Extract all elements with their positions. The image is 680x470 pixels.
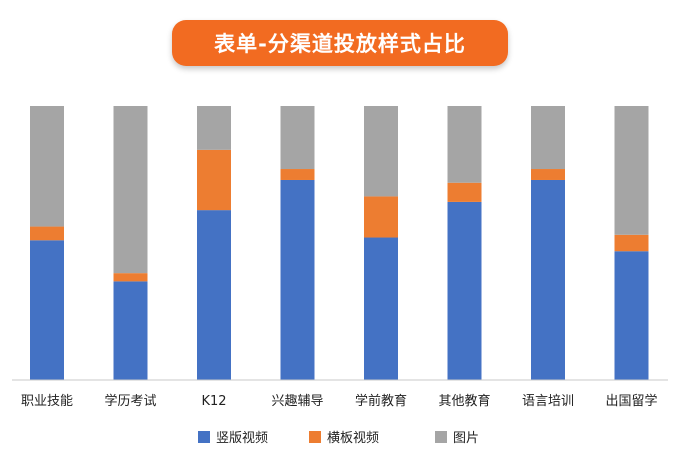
legend-label: 竖版视频 (216, 431, 268, 446)
legend-label: 横板视频 (327, 431, 379, 446)
bar-segment (280, 179, 315, 380)
legend-swatch (198, 431, 210, 443)
category-label: K12 (201, 394, 226, 409)
bar-segment (30, 226, 64, 241)
bar-segment (364, 106, 398, 197)
bar-segment (447, 201, 482, 380)
bar-segment (447, 106, 482, 183)
category-label: 兴趣辅导 (271, 394, 323, 409)
bar-segment (531, 179, 565, 380)
legend-label: 图片 (453, 431, 479, 446)
legend: 竖版视频 横板视频 图片 (198, 431, 479, 446)
bar-segment (280, 169, 315, 180)
bar-segment (30, 106, 64, 227)
bar-segment (531, 106, 565, 170)
bar-segment (364, 196, 398, 238)
chart-title: 表单-分渠道投放样式占比 (172, 20, 508, 66)
bar-segment (614, 106, 649, 235)
bar-segment (113, 273, 148, 282)
bar-segment (447, 182, 482, 202)
bar-segment (364, 237, 398, 380)
bar-group (30, 106, 649, 380)
category-label: 其他教育 (438, 393, 490, 409)
category-label: 学前教育 (355, 393, 407, 409)
bar-segment (197, 149, 231, 211)
legend-swatch (435, 431, 447, 443)
bar-segment (113, 106, 148, 274)
category-label: 学历考试 (104, 393, 156, 409)
category-label: 语言培训 (522, 393, 574, 409)
legend-swatch (309, 431, 321, 443)
bar-segment (614, 234, 649, 252)
bar-segment (614, 251, 649, 380)
bar-segment (531, 169, 565, 180)
bar-segment (197, 210, 231, 380)
category-label: 职业技能 (21, 394, 73, 409)
category-label: 出国留学 (605, 393, 657, 409)
bar-segment (280, 106, 315, 170)
bar-segment (197, 106, 231, 150)
bar-segment (113, 281, 148, 380)
bar-segment (30, 240, 64, 380)
category-labels: 职业技能 学历考试 K12 兴趣辅导 学前教育 其他教育 语言培训 出国留学 (21, 393, 658, 409)
